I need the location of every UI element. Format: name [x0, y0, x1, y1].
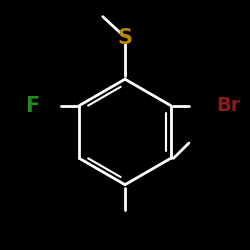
Text: S: S — [118, 28, 132, 48]
Text: F: F — [25, 96, 39, 116]
Text: Br: Br — [217, 96, 241, 115]
